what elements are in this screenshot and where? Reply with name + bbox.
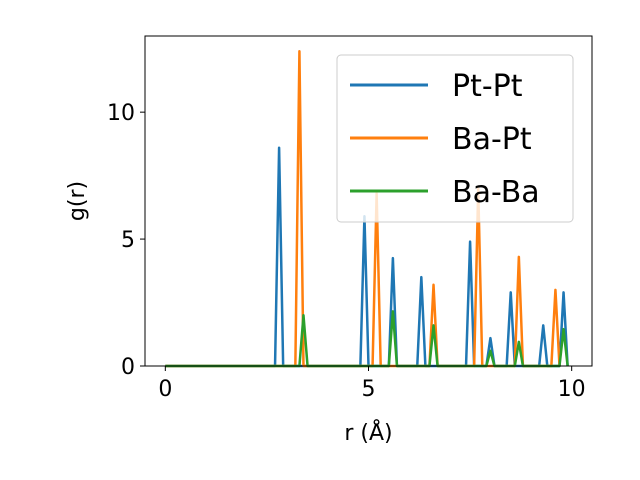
y-tick-label: 0	[121, 355, 135, 380]
legend-label: Ba-Ba	[452, 175, 540, 210]
series-line-pt-pt	[165, 146, 569, 368]
x-axis-label: r (Å)	[344, 419, 392, 446]
y-tick-label: 5	[121, 228, 135, 253]
x-tick-label: 5	[362, 377, 376, 402]
x-tick-label: 10	[558, 377, 586, 402]
legend-label: Ba-Pt	[452, 122, 532, 157]
legend-box	[336, 54, 574, 223]
y-axis-label: g(r)	[65, 181, 90, 221]
x-tick-label: 0	[158, 377, 172, 402]
y-tick-label: 10	[107, 101, 135, 126]
y-axis: 0 5 10	[107, 101, 145, 380]
legend-label: Pt-Pt	[452, 69, 523, 104]
legend: Pt-Pt Ba-Pt Ba-Ba	[336, 54, 574, 223]
x-axis: 0 5 10	[158, 366, 586, 402]
